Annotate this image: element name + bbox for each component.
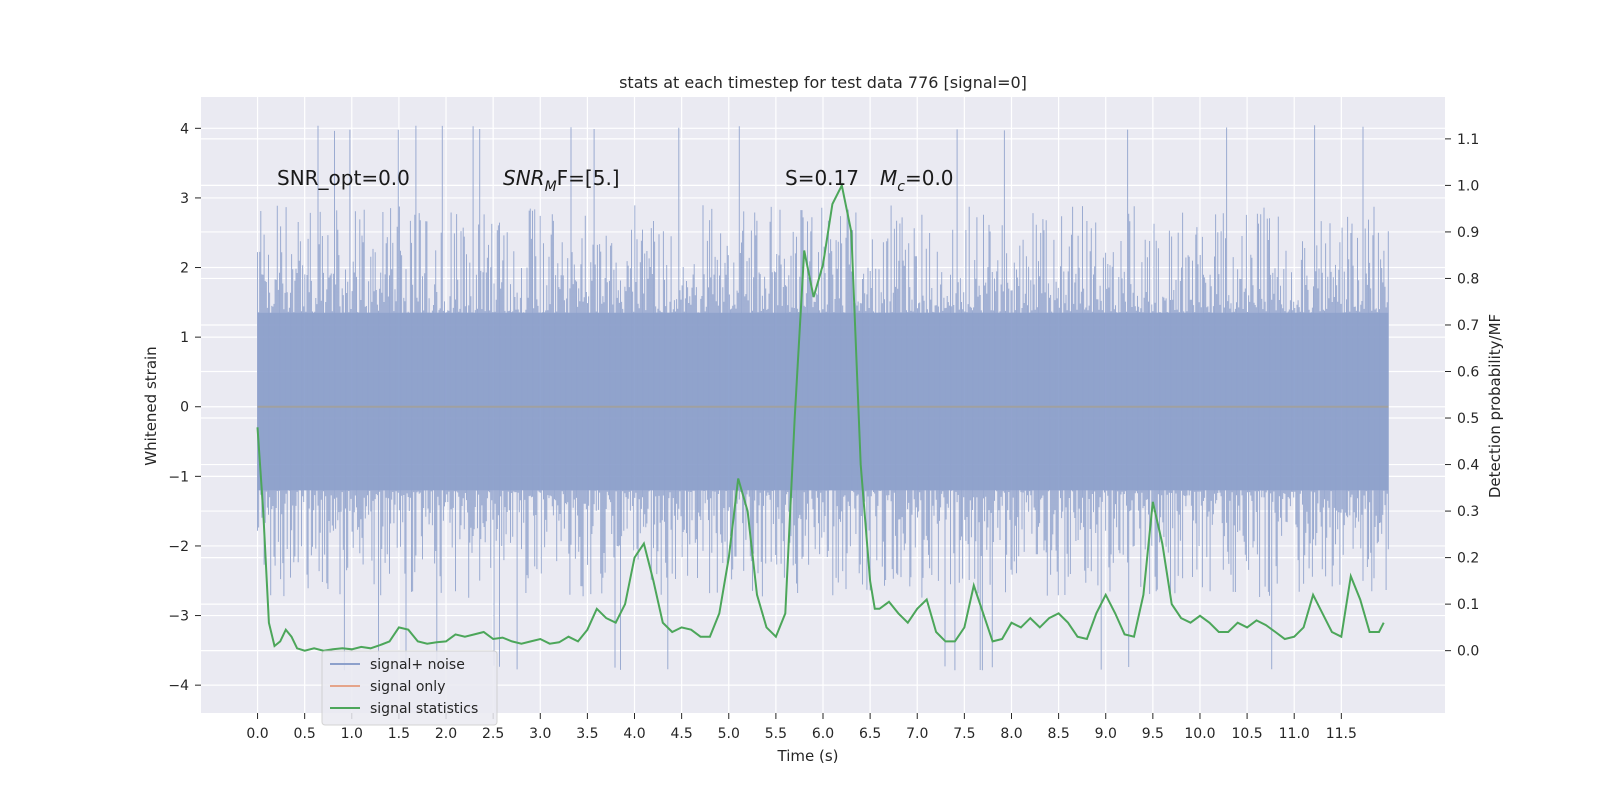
- ticks: 0.0 0.5 1.0 1.5 2.0 2.5 3.0 3.5 4.0 4.5 5.0 5.5 6.0 6…: [168, 121, 1479, 742]
- x-tick-label: 3.5: [576, 726, 598, 742]
- y-tick-label-left: −2: [168, 539, 189, 555]
- x-tick-label: 6.5: [859, 726, 881, 742]
- x-tick-label: 11.0: [1279, 726, 1310, 742]
- y-tick-label-right: 1.1: [1457, 132, 1479, 148]
- x-tick-label: 4.5: [671, 726, 693, 742]
- annotation-mc: Mc=0.0: [880, 166, 954, 195]
- noise-series-path: [257, 125, 1389, 671]
- annotation-mc-sub: c: [897, 179, 905, 195]
- x-tick-label: 10.0: [1184, 726, 1215, 742]
- y-tick-label-left: 1: [180, 330, 189, 346]
- annotation-snr-mf-base: SNR: [503, 166, 545, 190]
- line-series: [256, 182, 1389, 652]
- annotation-snr-mf-sub: M: [545, 179, 557, 195]
- annotation-mc-base: M: [880, 166, 897, 190]
- x-tick-label: 2.0: [435, 726, 457, 742]
- legend-box: [321, 650, 498, 726]
- annotation-snr-mf: SNRMF=[5.]: [503, 166, 620, 195]
- x-tick-label: 4.0: [623, 726, 645, 742]
- y-tick-label-right: 0.4: [1457, 458, 1479, 474]
- y-tick-label-right: 0.8: [1457, 271, 1479, 287]
- y-tick-label-left: 3: [180, 191, 189, 207]
- y-tick-label-left: 2: [180, 261, 189, 277]
- x-tick-label: 1.5: [388, 726, 410, 742]
- x-tick-label: 7.0: [906, 726, 928, 742]
- x-tick-label: 8.5: [1047, 726, 1069, 742]
- y-tick-label-right: 1.0: [1457, 178, 1479, 194]
- y-tick-label-left: 4: [180, 121, 189, 137]
- y-tick-label-right: 0.1: [1457, 597, 1479, 613]
- x-tick-label: 3.0: [529, 726, 551, 742]
- chart-title: stats at each timestep for test data 776…: [619, 73, 1027, 92]
- x-tick-label: 2.5: [482, 726, 504, 742]
- y-tick-label-right: 0.6: [1457, 365, 1479, 381]
- noise-series: [257, 125, 1389, 671]
- y-axis-title-left: Whitened strain: [142, 346, 160, 465]
- x-tick-label: 7.5: [953, 726, 975, 742]
- legend-label: signal statistics: [370, 701, 478, 717]
- y-tick-label-right: 0.3: [1457, 504, 1479, 520]
- y-tick-label-right: 0.0: [1457, 644, 1479, 660]
- y-tick-label-right: 0.7: [1457, 318, 1479, 334]
- x-tick-label: 1.0: [341, 726, 363, 742]
- x-tick-label: 6.0: [812, 726, 834, 742]
- annotation-mc-rest: =0.0: [905, 166, 954, 190]
- x-tick-label: 10.5: [1232, 726, 1263, 742]
- y-tick-label-right: 0.9: [1457, 225, 1479, 241]
- y-axis-title-right: Detection probability/MF: [1486, 314, 1504, 498]
- x-tick-label: 5.0: [718, 726, 740, 742]
- y-tick-label-left: −4: [168, 678, 189, 694]
- x-tick-label: 11.5: [1326, 726, 1357, 742]
- y-tick-label-right: 0.5: [1457, 411, 1479, 427]
- y-tick-label-left: 0: [180, 400, 189, 416]
- x-tick-label: 9.5: [1142, 726, 1164, 742]
- legend-label: signal+ noise: [370, 657, 465, 673]
- x-tick-label: 0.0: [246, 726, 268, 742]
- x-tick-label: 0.5: [294, 726, 316, 742]
- annotations: SNR_opt=0.0 SNRMF=[5.] S=0.17 Mc=0.0: [277, 166, 954, 195]
- legend: signal+ noise signal only signal statistic…: [321, 650, 498, 726]
- annotation-s: S=0.17: [785, 166, 859, 190]
- annotation-snr-opt: SNR_opt=0.0: [277, 166, 410, 190]
- x-tick-label: 8.0: [1000, 726, 1022, 742]
- legend-label: signal only: [370, 679, 445, 695]
- y-tick-label-left: −1: [168, 469, 189, 485]
- x-tick-label: 5.5: [765, 726, 787, 742]
- x-axis-title: Time (s): [777, 747, 839, 765]
- y-tick-label-right: 0.2: [1457, 551, 1479, 567]
- y-tick-label-left: −3: [168, 609, 189, 625]
- signal-statistics-line: [256, 182, 1385, 652]
- x-tick-label: 9.0: [1095, 726, 1117, 742]
- annotation-snr-mf-rest: F=[5.]: [557, 166, 620, 190]
